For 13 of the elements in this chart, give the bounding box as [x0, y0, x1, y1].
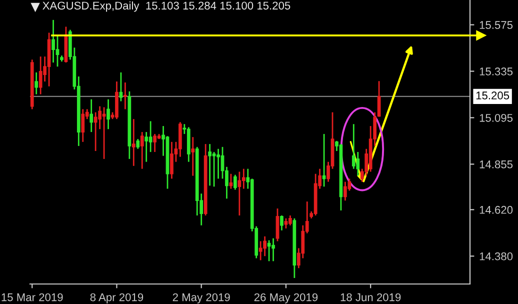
chart-title: XAGUSD.Exp,Daily 15.103 15.284 15.100 15.205	[42, 1, 290, 12]
x-tick-label: 26 May 2019	[254, 293, 318, 304]
x-tick-label: 2 May 2019	[172, 293, 230, 304]
y-tick-label: 14.380	[480, 252, 513, 260]
ref-line-label: 15.205	[476, 92, 510, 100]
x-tick-label: 8 Apr 2019	[90, 293, 144, 304]
y-tick-label: 15.335	[480, 68, 513, 76]
x-tick-label: 15 Mar 2019	[2, 293, 63, 302]
y-tick-label: 15.575	[480, 21, 513, 29]
y-tick-label: 15.095	[480, 114, 513, 122]
y-tick-label: 14.855	[480, 160, 513, 168]
y-tick-label: 14.620	[480, 206, 513, 214]
x-tick-label: 18 Jun 2019	[340, 293, 401, 302]
